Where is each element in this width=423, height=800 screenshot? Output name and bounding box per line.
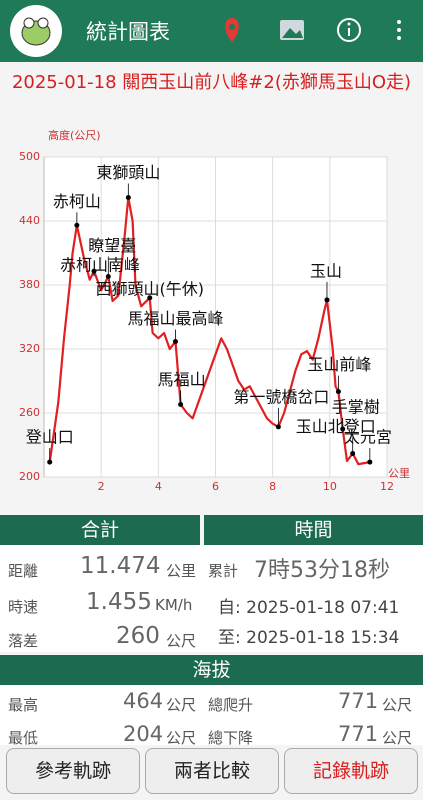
panel (0, 545, 423, 652)
label: 累計 (208, 562, 239, 580)
x-tick-label: 2 (98, 480, 105, 493)
peak-label: 太元宮 (344, 428, 392, 447)
peak-label: 馬福山 (158, 370, 206, 389)
unit: KM/h (155, 596, 193, 614)
y-tick-label: 320 (19, 342, 40, 355)
value: 11.474 (80, 553, 161, 579)
x-tick-label: 12 (380, 480, 394, 493)
y-tick-label: 440 (19, 214, 40, 227)
unit: 公尺 (166, 632, 197, 650)
x-tick-label: 6 (212, 480, 219, 493)
button[interactable]: 兩者比較 (145, 748, 279, 794)
x-axis-label: 公里 (388, 467, 410, 480)
value: 1.455 (86, 589, 152, 615)
peak-label: 登山口 (26, 428, 74, 447)
x-tick-label: 4 (155, 480, 162, 493)
section-header: 時間 (204, 515, 423, 545)
peak-label: 東獅頭山 (96, 163, 160, 182)
value: 204 (123, 722, 164, 746)
section-header: 合計 (0, 515, 200, 545)
section-header: 海拔 (0, 655, 423, 685)
value: 771 (338, 689, 379, 713)
button[interactable]: 記錄軌跡 (284, 748, 418, 794)
unit: 公尺 (166, 729, 197, 747)
y-tick-label: 200 (19, 470, 40, 483)
peak-label: 手掌樹 (332, 398, 380, 417)
peak-label: 西獅頭山(午休) (96, 279, 205, 298)
unit: 公尺 (166, 696, 197, 714)
elevation-line (48, 196, 371, 466)
y-tick-label: 260 (19, 406, 40, 419)
button[interactable]: 參考軌跡 (6, 748, 140, 794)
y-axis-label: 高度(公尺) (48, 128, 101, 142)
value: 260 (116, 623, 160, 649)
label: 落差 (8, 632, 39, 650)
unit: 公尺 (382, 729, 413, 747)
peak-label: 玉山 (310, 261, 342, 280)
unit: 公尺 (382, 696, 413, 714)
peak-label: 馬福山最高峰 (127, 309, 223, 328)
app-bar: 統計圖表 (0, 0, 423, 62)
label: 時速 (8, 598, 39, 616)
peak-label: 玉山前峰 (307, 355, 371, 374)
chart: 高度(公尺) 公里 200 260 320 380 440 500 2 4 6 8 10 12 登山口 赤… (19, 128, 410, 493)
chart-title: 2025-01-18 關西玉山前八峰#2(赤獅馬玉山O走) (11, 72, 412, 93)
y-tick-label: 500 (19, 150, 40, 163)
label: 最高 (8, 696, 39, 714)
y-tick-label: 380 (19, 278, 40, 291)
app-title: 統計圖表 (86, 20, 170, 44)
value: 7時53分18秒 (254, 558, 390, 583)
peak-label: 赤柯山南峰 (60, 256, 140, 275)
unit: 公里 (166, 562, 197, 580)
peak-label: 第一號橋岔口 (233, 387, 329, 406)
value: 771 (338, 722, 379, 746)
label: 距離 (8, 562, 39, 580)
start-time: 自: 2025-01-18 07:41 (218, 598, 400, 618)
peak-label: 赤柯山 (53, 192, 101, 211)
value: 464 (123, 689, 164, 713)
label: 總爬升 (208, 696, 254, 714)
x-tick-label: 8 (269, 480, 276, 493)
app-bar-icons (10, 5, 401, 57)
peak-label: 玉山北登口 (296, 417, 376, 436)
label: 總下降 (208, 729, 254, 747)
x-tick-label: 10 (323, 480, 337, 493)
panel (0, 685, 423, 745)
label: 最低 (8, 729, 39, 747)
peak-label: 瞭望臺 (88, 236, 136, 255)
end-time: 至: 2025-01-18 15:34 (218, 628, 400, 648)
